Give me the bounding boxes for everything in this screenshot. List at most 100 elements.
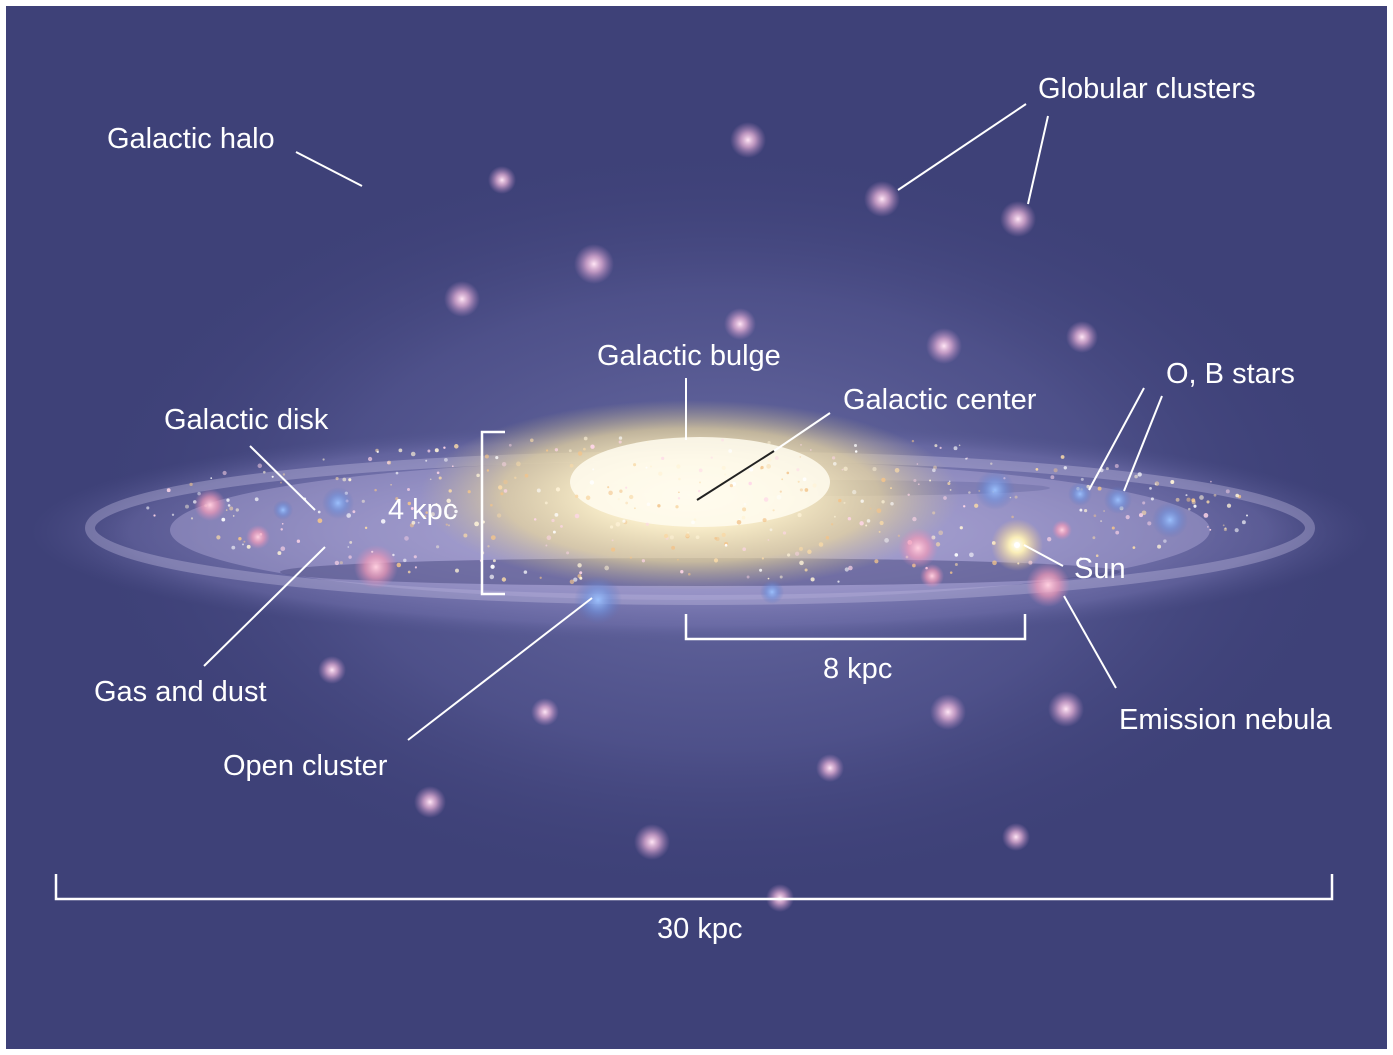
star-speck (280, 482, 282, 484)
star-speck (728, 449, 732, 453)
star-speck (1155, 483, 1157, 485)
star-speck (1126, 515, 1130, 519)
star-speck (786, 472, 789, 475)
star-speck (724, 473, 726, 475)
star-speck (913, 479, 916, 482)
star-speck (968, 491, 971, 494)
blue-star-region (1152, 502, 1188, 538)
star-speck (167, 488, 171, 492)
label-galactic-disk: Galactic disk (164, 406, 328, 435)
star-speck (625, 487, 627, 489)
star-speck (688, 573, 691, 576)
star-speck (1139, 513, 1143, 517)
star-speck (932, 468, 936, 472)
star-speck (586, 496, 591, 501)
star-speck (767, 441, 770, 444)
star-speck (545, 501, 548, 504)
star-speck (280, 528, 282, 530)
star-speck (1223, 524, 1225, 526)
star-speck (348, 478, 351, 481)
globular-cluster (1048, 691, 1084, 727)
star-speck (619, 436, 622, 439)
star-speck (658, 472, 662, 476)
star-speck (556, 487, 560, 491)
nebula-glow (246, 525, 270, 549)
globular-cluster (318, 656, 346, 684)
star-speck (768, 578, 770, 580)
star-speck (487, 545, 489, 547)
label-galactic-center: Galactic center (843, 386, 1036, 415)
star-speck (502, 462, 507, 467)
globular-cluster (816, 754, 844, 782)
star-speck (604, 566, 609, 571)
star-speck (1011, 516, 1014, 519)
nebula-glow (920, 564, 944, 588)
star-speck (282, 523, 284, 525)
star-speck (1170, 480, 1174, 484)
star-speck (578, 451, 582, 455)
star-speck (153, 514, 155, 516)
star-speck (490, 575, 495, 580)
star-speck (650, 466, 652, 468)
star-speck (943, 496, 947, 500)
star-speck (721, 439, 724, 442)
star-speck (992, 560, 997, 565)
star-speck (1227, 504, 1231, 508)
nebula-glow (898, 528, 938, 568)
star-speck (722, 466, 726, 470)
globular-cluster (531, 698, 559, 726)
star-speck (934, 444, 937, 447)
star-speck (233, 515, 235, 517)
star-speck (870, 508, 872, 510)
star-speck (1115, 531, 1119, 535)
star-speck (387, 461, 390, 464)
star-speck (646, 523, 649, 526)
label-open-cluster: Open cluster (223, 752, 387, 781)
star-speck (969, 552, 974, 557)
star-speck (485, 455, 489, 459)
star-speck (1210, 481, 1212, 483)
star-speck (810, 449, 812, 451)
star-speck (229, 507, 233, 511)
open-cluster-glow (574, 576, 622, 624)
globular-cluster (488, 166, 516, 194)
star-speck (696, 535, 700, 539)
star-speck (1209, 529, 1211, 531)
star-speck (463, 534, 467, 538)
star-speck (781, 478, 783, 480)
star-speck (491, 535, 496, 540)
star-speck (777, 495, 782, 500)
star-speck (833, 462, 837, 466)
star-speck (819, 542, 824, 547)
star-speck (619, 490, 622, 493)
star-speck (744, 503, 747, 506)
star-speck (454, 444, 459, 449)
star-speck (848, 517, 851, 520)
star-speck (699, 469, 703, 473)
label-4kpc: 4 kpc (388, 496, 457, 525)
blue-star-region (273, 500, 293, 520)
star-speck (348, 555, 351, 558)
star-speck (949, 480, 951, 482)
emission-nebula-glow (1026, 563, 1070, 607)
star-speck (843, 467, 847, 471)
star-speck (575, 514, 580, 519)
label-globular-clusters: Globular clusters (1038, 75, 1256, 104)
ob-star (1104, 486, 1132, 514)
star-speck (612, 539, 614, 541)
star-speck (837, 580, 839, 582)
star-speck (592, 468, 594, 470)
star-speck (611, 548, 615, 552)
globular-cluster (724, 308, 756, 340)
star-speck (226, 509, 228, 511)
star-speck (435, 448, 439, 452)
star-speck (764, 497, 769, 502)
star-speck (898, 535, 900, 537)
star-speck (497, 513, 501, 517)
star-speck (749, 467, 753, 471)
star-speck (1134, 475, 1138, 479)
star-speck (1081, 478, 1084, 481)
label-ob-stars: O, B stars (1166, 360, 1295, 389)
star-speck (255, 497, 259, 501)
